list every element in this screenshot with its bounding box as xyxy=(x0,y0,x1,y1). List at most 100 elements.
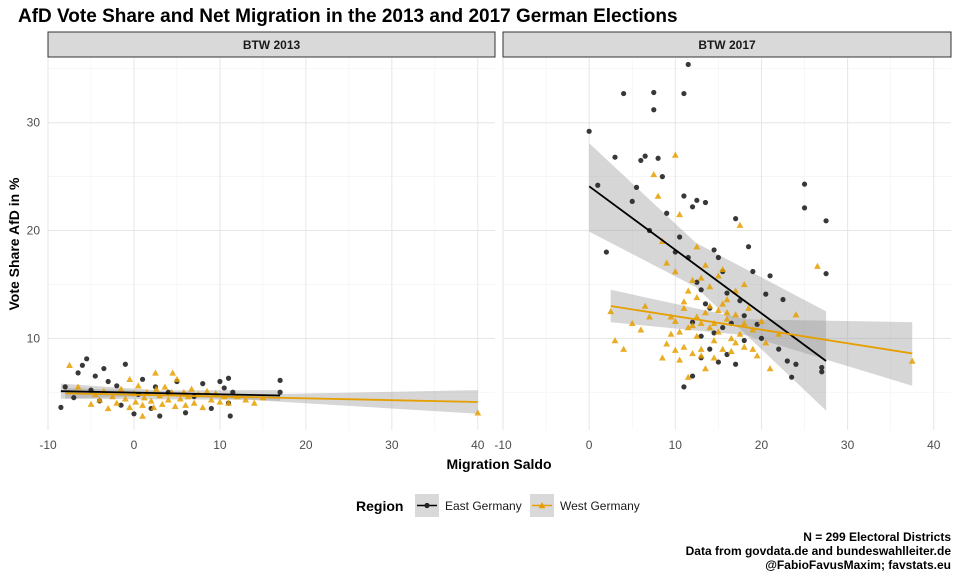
data-point-west xyxy=(87,400,95,407)
data-point-east xyxy=(784,358,790,364)
data-point-west xyxy=(207,396,215,403)
data-point-east xyxy=(689,373,696,379)
data-point-west xyxy=(775,330,783,337)
data-point-west xyxy=(139,412,146,419)
legend-label: West Germany xyxy=(560,499,640,513)
data-point-east xyxy=(819,369,825,375)
data-point-east xyxy=(217,378,223,385)
data-point-west xyxy=(611,337,619,344)
data-point-east xyxy=(801,205,808,211)
data-point-east xyxy=(633,184,640,190)
data-point-west xyxy=(732,311,740,318)
data-point-east xyxy=(793,361,799,367)
data-point-east xyxy=(659,174,665,180)
data-point-west xyxy=(182,401,189,408)
data-point-east xyxy=(724,351,730,358)
data-point-west xyxy=(158,400,166,407)
data-point-east xyxy=(230,389,236,395)
data-point-west xyxy=(654,192,662,199)
data-point-east xyxy=(754,321,760,327)
data-point-east xyxy=(84,356,90,362)
legend-item-east-germany: East Germany xyxy=(415,494,522,517)
data-point-west xyxy=(719,300,727,307)
data-point-east xyxy=(157,413,163,419)
data-point-west xyxy=(139,401,146,408)
facet-strip xyxy=(47,31,496,58)
facet-strip xyxy=(502,31,952,58)
data-point-west xyxy=(109,393,116,400)
data-point-east xyxy=(603,249,609,255)
x-tick-label: 30 xyxy=(385,438,399,452)
data-point-east xyxy=(823,271,829,277)
data-point-west xyxy=(671,317,679,324)
data-point-west xyxy=(161,383,169,390)
data-point-west xyxy=(723,315,731,322)
data-point-west xyxy=(74,383,82,390)
data-point-west xyxy=(714,328,722,335)
data-point-east xyxy=(715,359,721,365)
data-point-west xyxy=(736,221,744,228)
data-point-west xyxy=(710,337,718,344)
data-point-west xyxy=(727,334,735,342)
data-point-west xyxy=(66,361,73,369)
data-point-west xyxy=(650,171,658,178)
trend-line-east xyxy=(588,185,827,362)
data-point-west xyxy=(676,328,684,335)
data-point-west xyxy=(216,398,224,405)
x-tick-label: 40 xyxy=(471,438,485,452)
x-tick-label: 40 xyxy=(927,438,941,452)
data-point-east xyxy=(638,157,644,164)
x-tick-label: 20 xyxy=(299,438,313,452)
data-point-west xyxy=(199,403,207,411)
data-point-west xyxy=(740,343,748,350)
data-point-west xyxy=(697,345,705,352)
data-point-east xyxy=(131,411,137,417)
data-point-west xyxy=(658,354,666,361)
facet-panels: BTW 2013 -10 0 10 20 30 40 10 20 30 BTW 2017 -10 0 10… xyxy=(27,31,952,452)
data-point-west xyxy=(706,302,714,309)
data-point-west xyxy=(758,317,765,324)
data-point-east xyxy=(823,218,829,224)
trend-line-west xyxy=(610,305,913,355)
data-point-west xyxy=(908,357,916,364)
data-point-east xyxy=(698,287,704,293)
data-point-west xyxy=(96,396,103,403)
data-point-west xyxy=(719,345,727,352)
data-point-east xyxy=(733,216,739,222)
panel-btw-2013: BTW 2013 -10 0 10 20 30 40 10 20 30 xyxy=(27,31,496,452)
data-point-east xyxy=(763,291,769,297)
data-point-west xyxy=(225,399,232,406)
data-point-west xyxy=(740,281,748,288)
data-point-east xyxy=(741,313,747,319)
data-point-east xyxy=(750,268,756,275)
caption-line: @FabioFavusMaxim; favstats.eu xyxy=(765,558,951,572)
data-point-west xyxy=(693,332,701,339)
data-point-east xyxy=(62,384,68,390)
data-point-west xyxy=(689,276,696,283)
data-point-west xyxy=(697,274,705,281)
data-point-east xyxy=(702,199,709,206)
y-tick-label: 20 xyxy=(27,224,41,238)
data-point-east xyxy=(681,384,687,390)
data-point-west xyxy=(203,387,211,394)
data-point-west xyxy=(693,243,701,250)
data-point-east xyxy=(767,273,773,279)
data-point-east xyxy=(677,234,683,240)
legend: Region East Germany West Germany xyxy=(356,494,640,517)
data-point-west xyxy=(663,259,671,266)
data-point-east xyxy=(586,128,592,134)
data-point-east xyxy=(745,244,752,250)
data-point-west xyxy=(126,375,134,383)
facet-strip-label: BTW 2017 xyxy=(698,38,756,52)
data-point-east xyxy=(720,324,726,331)
data-point-east xyxy=(122,361,128,367)
trend-line-east xyxy=(60,390,281,397)
data-point-west xyxy=(126,403,134,411)
data-point-west xyxy=(188,385,195,392)
data-point-west xyxy=(697,319,705,326)
data-point-west xyxy=(132,398,140,405)
data-point-west xyxy=(667,330,675,337)
data-point-west xyxy=(814,262,821,269)
data-point-west xyxy=(697,352,705,359)
